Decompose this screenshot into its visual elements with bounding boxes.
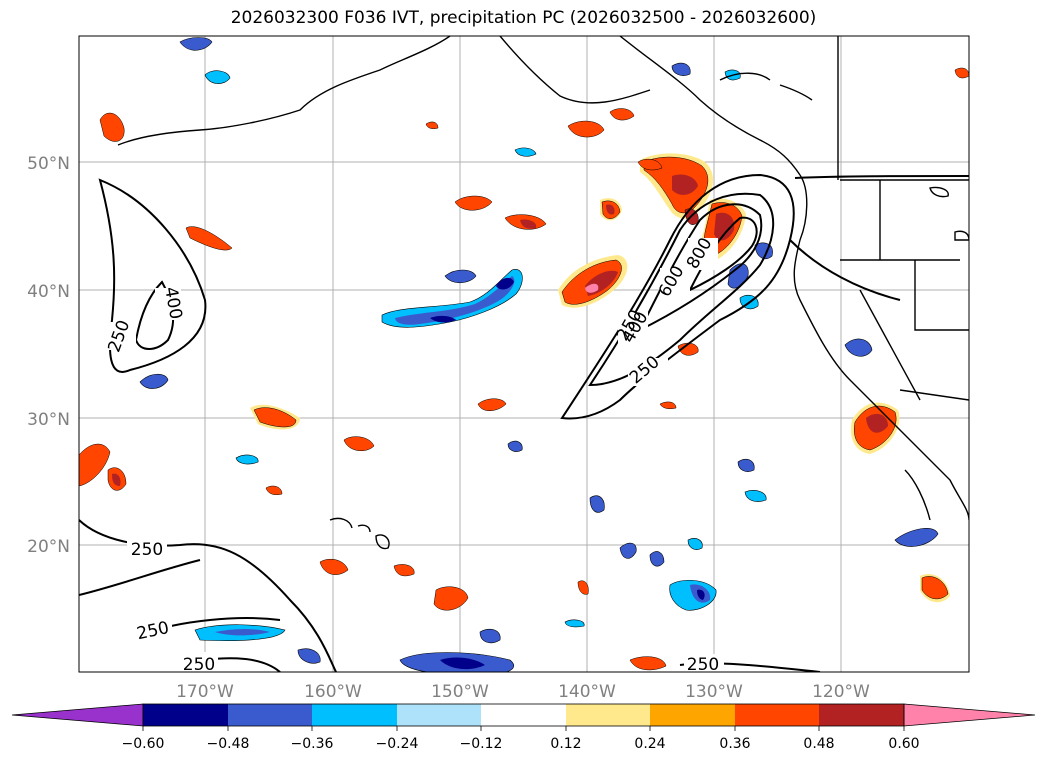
colorbar-segment <box>566 704 650 726</box>
lat-label-50n: 50°N <box>27 154 70 174</box>
ivt-contours <box>79 173 969 672</box>
map-background <box>79 36 969 672</box>
map-frame <box>78 35 970 673</box>
colorbar-extend-left <box>11 703 144 727</box>
colorbar-tick-label: −0.60 <box>122 736 165 752</box>
colorbar-tick-label: 0.24 <box>634 736 665 752</box>
precip-positive-anomalies <box>79 67 969 671</box>
colorbar-extend-right <box>903 703 1036 727</box>
colorbar-segment <box>228 704 312 726</box>
lon-label-120w: 120°W <box>812 682 870 702</box>
coastlines <box>117 36 969 550</box>
colorbar-segment <box>819 704 904 726</box>
contour-label-250-g: 250 <box>687 655 719 675</box>
contour-label-250-b: 250 <box>131 540 163 560</box>
colorbar-tick-label: −0.48 <box>207 736 250 752</box>
colorbar-tick-label: −0.36 <box>291 736 334 752</box>
lat-label-30n: 30°N <box>27 410 70 430</box>
colorbar-tick-label: 0.60 <box>888 736 919 752</box>
colorbar-segment <box>397 704 481 726</box>
lon-label-170w: 170°W <box>176 682 234 702</box>
colorbar-ticks <box>142 726 905 731</box>
map-title: 2026032300 F036 IVT, precipitation PC (2… <box>230 8 817 28</box>
colorbar-tick-label: 0.36 <box>719 736 750 752</box>
lat-label-40n: 40°N <box>27 282 70 302</box>
longitude-labels: 170°W 160°W 150°W 140°W 130°W 120°W <box>176 682 870 702</box>
colorbar-tick-label: −0.12 <box>460 736 503 752</box>
gridlines <box>79 36 969 672</box>
colorbar-segment <box>312 704 397 726</box>
lat-label-20n: 20°N <box>27 537 70 557</box>
colorbar-segment <box>650 704 735 726</box>
latitude-labels: 50°N 40°N 30°N 20°N <box>27 154 70 557</box>
contour-label-backgrounds <box>108 238 724 672</box>
colorbar-tick-label: −0.24 <box>376 736 419 752</box>
colorbar-segment <box>481 704 566 726</box>
colorbar: −0.60 −0.48 −0.36 −0.24 −0.12 0.12 0.24 … <box>11 703 1036 752</box>
colorbar-segment <box>143 704 228 726</box>
lon-label-130w: 130°W <box>685 682 743 702</box>
lon-label-140w: 140°W <box>558 682 616 702</box>
colorbar-tick-label: 0.12 <box>550 736 581 752</box>
colorbar-tick-label: 0.48 <box>803 736 834 752</box>
precip-negative-anomalies <box>139 37 939 672</box>
lon-label-150w: 150°W <box>431 682 489 702</box>
contour-label-250-d: 250 <box>183 655 215 675</box>
colorbar-segment <box>735 704 819 726</box>
colorbar-frame <box>142 703 905 727</box>
lon-label-160w: 160°W <box>304 682 362 702</box>
